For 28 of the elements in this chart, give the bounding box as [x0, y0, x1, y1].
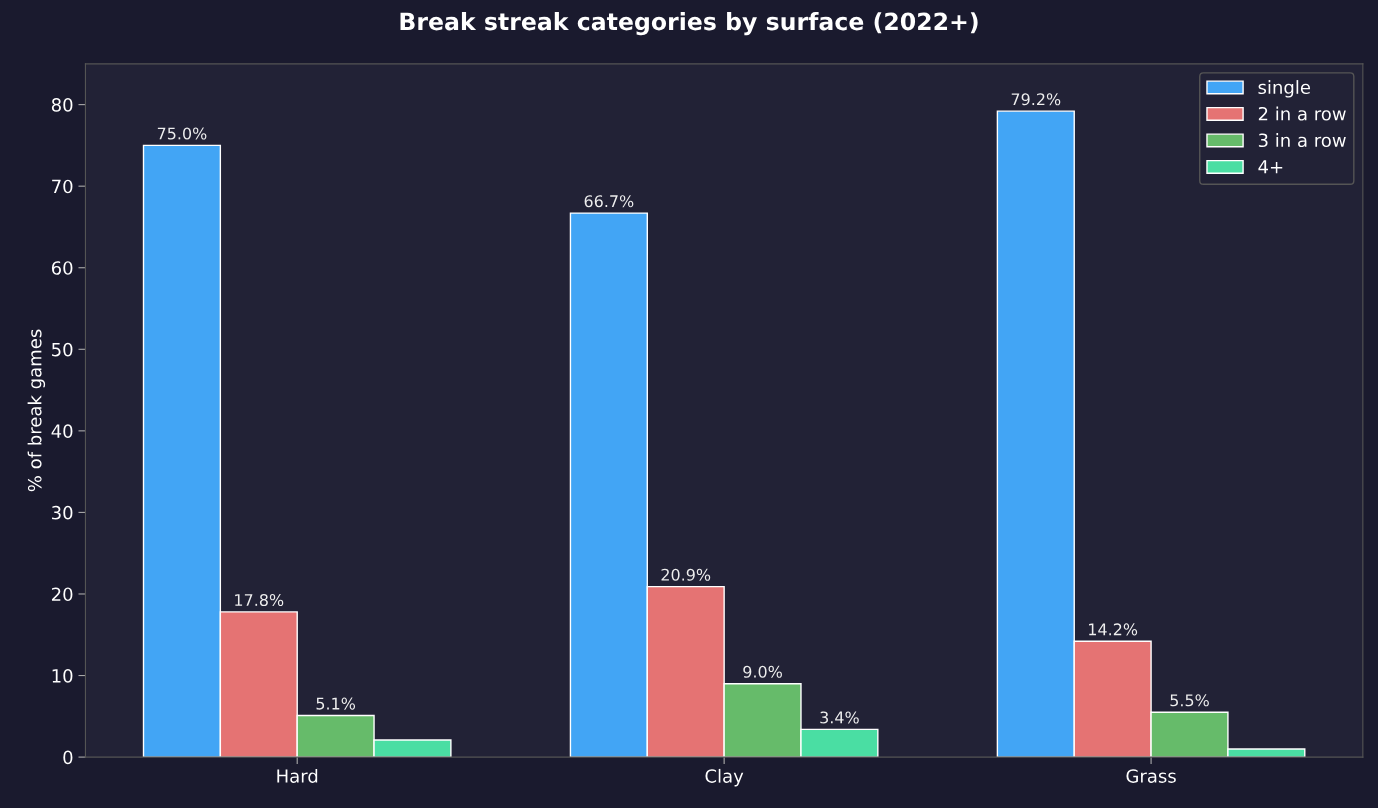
data-label: 14.2% — [1089, 623, 1138, 636]
y-tick-label: 70 — [52, 179, 73, 194]
y-tick-label: 0 — [63, 750, 73, 765]
y-tick-label: 10 — [52, 668, 73, 683]
y-tick-label: 20 — [51, 587, 73, 602]
data-label: 9.0% — [743, 665, 782, 678]
y-tick-label: 40 — [51, 424, 73, 438]
data-label: 3.4% — [820, 711, 859, 724]
y-tick-label: 60 — [51, 261, 73, 275]
data-label: 79.2% — [1011, 93, 1061, 106]
legend-label: 4+ — [1258, 160, 1283, 174]
x-tick-label: Grass — [1126, 769, 1176, 783]
data-label: 5.5% — [1170, 694, 1209, 707]
data-label: 17.8% — [235, 593, 284, 607]
chart-title: Break streak categories by surface (2022+) — [400, 12, 978, 36]
data-label: 66.7% — [584, 195, 634, 208]
y-axis-title: % of break games — [27, 329, 46, 492]
legend-label: single — [1258, 80, 1311, 98]
data-label: 5.1% — [316, 697, 356, 710]
data-label: 75.0% — [157, 127, 207, 140]
x-tick-label: Clay — [705, 768, 744, 787]
legend-label: 3 in a row — [1258, 133, 1346, 148]
y-tick-label: 50 — [52, 342, 73, 357]
data-label: 20.9% — [661, 568, 711, 581]
y-tick-label: 80 — [51, 98, 73, 112]
x-tick-label: Hard — [277, 768, 318, 783]
y-tick-label: 30 — [52, 505, 73, 520]
legend-label: 2 in a row — [1258, 106, 1346, 121]
